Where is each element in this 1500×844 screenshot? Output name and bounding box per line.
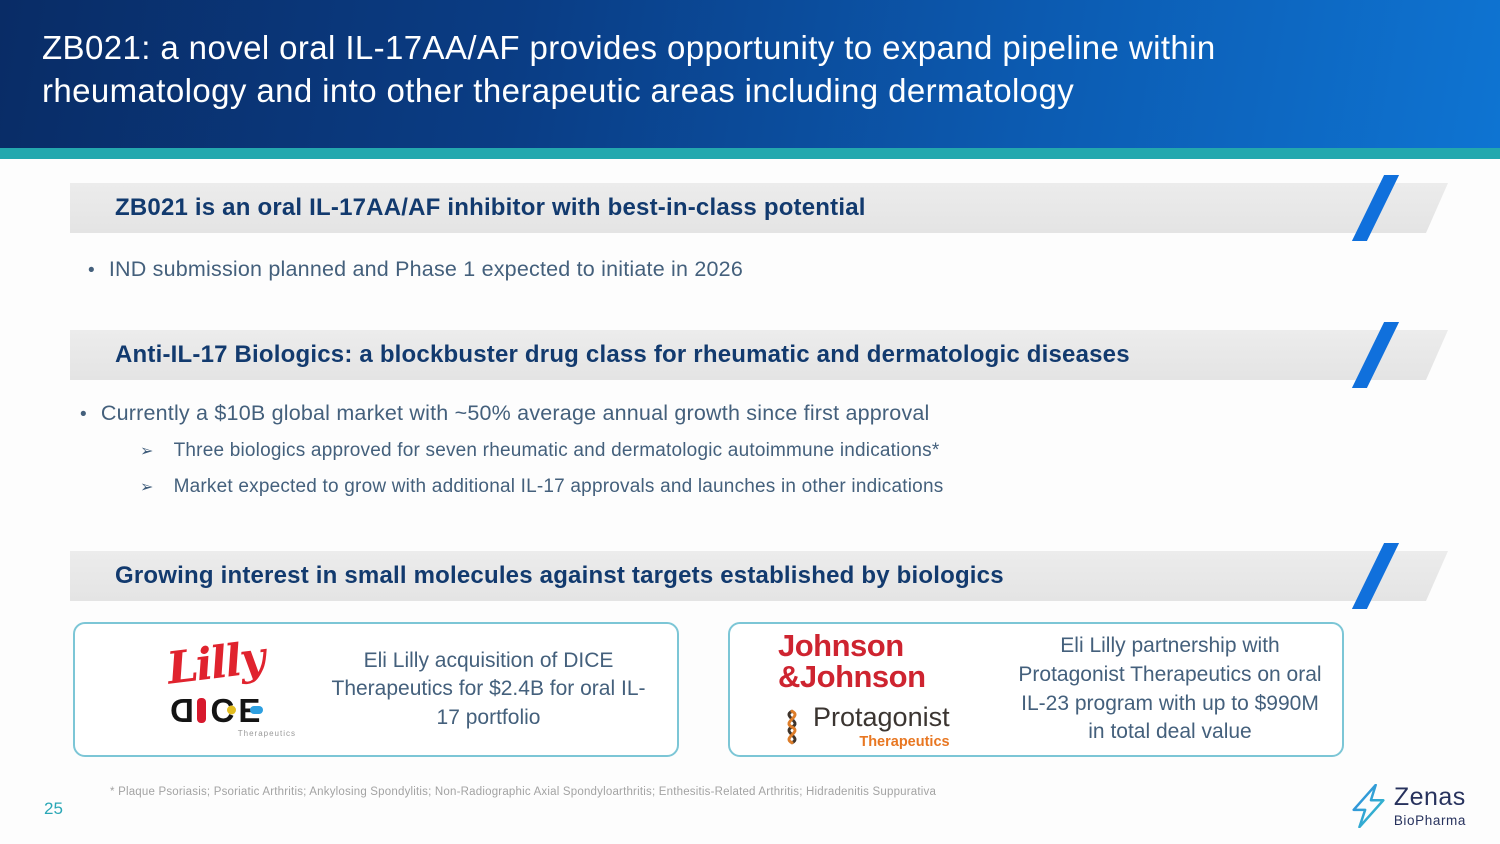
section-heading-bar-small-molecules: Growing interest in small molecules agai… xyxy=(70,551,1448,601)
protagonist-wordmark: Protagonist Therapeutics xyxy=(813,701,950,750)
slide-title-line-1: ZB021: a novel oral IL-17AA/AF provides … xyxy=(42,29,1216,66)
zenas-bolt-icon xyxy=(1352,784,1385,828)
zenas-wordmark: Zenas BioPharma xyxy=(1393,782,1466,828)
footnote: * Plaque Psoriasis; Psoriatic Arthritis;… xyxy=(110,786,937,798)
bullet-text: IND submission planned and Phase 1 expec… xyxy=(108,257,743,281)
deal-box-lilly-dice: Lilly D C E Therapeutics Eli Lilly acqui… xyxy=(73,622,679,757)
lilly-dice-deal-text: Eli Lilly acquisition of DICE Therapeuti… xyxy=(331,648,646,729)
arrow-bullet-icon: ➢ xyxy=(140,479,154,496)
protagonist-helix-icon xyxy=(787,709,797,744)
section-heading-bar-zb021: ZB021 is an oral IL-17AA/AF inhibitor wi… xyxy=(70,183,1448,233)
section-heading-bar-anti-il17: Anti-IL-17 Biologics: a blockbuster drug… xyxy=(70,330,1448,380)
dice-letter-e: E xyxy=(238,691,261,729)
arrow-bullet-icon: ➢ xyxy=(140,443,154,460)
dice-letter-c: C xyxy=(210,691,235,729)
dice-red-bar-icon xyxy=(197,697,207,723)
teal-accent-bar xyxy=(0,148,1500,159)
bullet-dot-icon: • xyxy=(88,260,95,281)
slide-title-line-2: rheumatology and into other therapeutic … xyxy=(42,71,1075,109)
sub-bullet-text: Three biologics approved for seven rheum… xyxy=(173,440,940,461)
page-number: 25 xyxy=(44,799,63,818)
bullet-global-market: • Currently a $10B global market with ~5… xyxy=(80,401,930,426)
section-heading-small-molecules: Growing interest in small molecules agai… xyxy=(115,562,1004,589)
jnj-logo-line-1: Johnson xyxy=(778,627,904,663)
slide-header-banner: ZB021: a novel oral IL-17AA/AF provides … xyxy=(0,0,1500,148)
zenas-name: Zenas xyxy=(1393,782,1466,811)
bullet-ind-submission: • IND submission planned and Phase 1 exp… xyxy=(88,257,743,282)
jnj-protagonist-logo-column: Johnson &Johnson Protagonist Therapeutic… xyxy=(778,630,998,750)
sub-bullet-text: Market expected to grow with additional … xyxy=(173,476,944,497)
jnj-protagonist-deal-text: Eli Lilly partnership with Protagonist T… xyxy=(1018,634,1322,744)
sub-bullet-three-biologics: ➢ Three biologics approved for seven rhe… xyxy=(140,440,939,462)
bullet-dot-icon: • xyxy=(80,404,87,425)
bullet-text: Currently a $10B global market with ~50%… xyxy=(100,401,930,425)
slide-title: ZB021: a novel oral IL-17AA/AF provides … xyxy=(42,27,1216,113)
johnson-and-johnson-logo: Johnson &Johnson xyxy=(778,630,926,692)
section-heading-anti-il17: Anti-IL-17 Biologics: a blockbuster drug… xyxy=(115,341,1130,368)
section-heading-zb021: ZB021 is an oral IL-17AA/AF inhibitor wi… xyxy=(115,194,866,221)
lilly-dice-logo-column: Lilly D C E Therapeutics xyxy=(130,632,300,738)
dice-therapeutics-sublabel: Therapeutics xyxy=(237,728,296,738)
deal-box-jnj-protagonist: Johnson &Johnson Protagonist Therapeutic… xyxy=(728,622,1344,757)
zenas-biopharma-logo: Zenas BioPharma xyxy=(1352,784,1466,828)
dice-letter-d: D xyxy=(169,691,194,729)
dice-therapeutics-logo: D C E xyxy=(169,691,261,729)
sub-bullet-market-growth: ➢ Market expected to grow with additiona… xyxy=(140,476,943,498)
protagonist-name: Protagonist xyxy=(813,701,950,732)
zenas-biopharma-sublabel: BioPharma xyxy=(1393,812,1466,828)
protagonist-therapeutics-logo: Protagonist Therapeutics xyxy=(778,701,950,750)
jnj-logo-line-2: &Johnson xyxy=(778,658,926,694)
eli-lilly-logo: Lilly xyxy=(163,631,267,695)
protagonist-therapeutics-sublabel: Therapeutics xyxy=(859,733,950,750)
